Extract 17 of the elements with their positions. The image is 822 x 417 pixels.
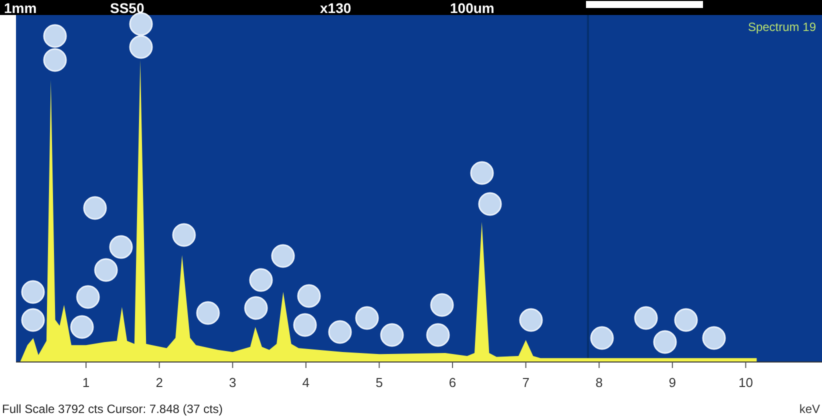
x-tick-label: 10 [738, 375, 753, 390]
text: x130 [320, 0, 352, 16]
x-tick-label: 2 [156, 375, 163, 390]
text: Full Scale 3792 cts Cursor: 7.848 (37 cts) [2, 402, 223, 416]
x-tick-label: 7 [522, 375, 530, 390]
x-tick-label: 6 [448, 375, 456, 390]
text: SS50 [110, 0, 144, 16]
text: 1mm [4, 0, 37, 16]
x-tick-label: 3 [229, 375, 236, 390]
x-tick-label: 1 [82, 375, 90, 390]
x-tick-label: 4 [302, 375, 310, 390]
x-tick-label: 5 [376, 375, 383, 390]
text: 100um [450, 0, 494, 16]
x-axis-title: keV [799, 402, 820, 416]
chart-title: Spectrum 19 [748, 20, 816, 34]
x-tick-label: 9 [668, 375, 676, 390]
x-tick-label: 8 [595, 375, 603, 390]
